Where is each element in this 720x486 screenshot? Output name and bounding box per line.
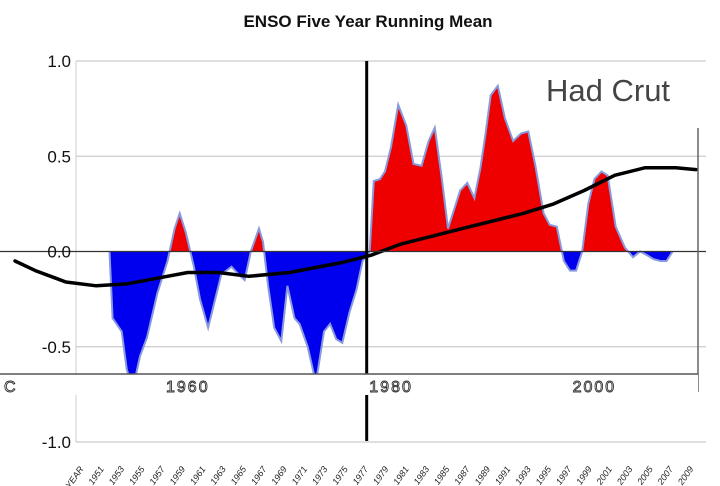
decade-label-0: C bbox=[4, 379, 18, 396]
decade-label-1: 1960 bbox=[166, 379, 210, 396]
decade-band-background bbox=[0, 374, 698, 395]
enso-outline bbox=[108, 83, 674, 393]
decade-label-2: 1980 bbox=[369, 379, 413, 396]
decade-labels: C 1960 1980 2000 bbox=[4, 379, 617, 397]
y-tick-label-1: 0.5 bbox=[47, 147, 71, 166]
y-tick-label-4: -1.0 bbox=[42, 433, 71, 452]
chart-title: ENSO Five Year Running Mean bbox=[243, 12, 492, 31]
decade-label-3: 2000 bbox=[573, 379, 617, 396]
y-axis-ticks: 1.0 0.5 0.0 -0.5 -1.0 bbox=[42, 52, 71, 452]
had-crut-trend-line bbox=[13, 165, 698, 288]
had-crut-label: Had Crut bbox=[546, 73, 670, 108]
y-tick-label-2: 0.0 bbox=[47, 243, 71, 262]
y-tick-label-3: -0.5 bbox=[42, 338, 71, 357]
y-tick-label-0: 1.0 bbox=[47, 52, 71, 71]
